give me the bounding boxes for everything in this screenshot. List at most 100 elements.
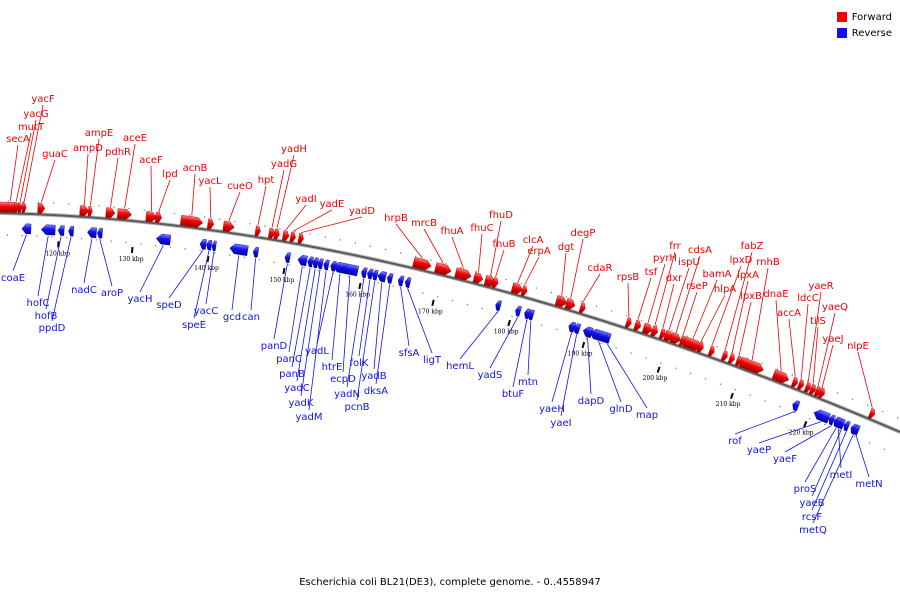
forward-gene-label: ampD [73,143,103,154]
track-dot [749,394,751,396]
forward-gene-leader [301,216,363,233]
reverse-gene-leader [811,431,847,511]
track-dot [437,296,439,298]
track-dot [656,325,658,327]
track-dot [445,263,447,265]
track-dot [125,241,127,244]
track-dot [80,238,83,240]
track-dot [595,305,598,307]
track-dot [36,235,38,237]
reverse-gene-arrow [229,243,249,256]
forward-gene-label: tsf [645,267,658,278]
track-dot [675,367,677,369]
reverse-gene-leader [250,258,256,311]
reverse-gene-leader [551,332,572,403]
legend: Forward Reverse [836,9,892,41]
scale-tick-mark [130,246,134,254]
forward-gene-arrow [867,407,875,419]
forward-gene-leader [857,351,873,408]
track-dot [95,239,98,241]
legend-reverse: Reverse [836,25,892,41]
forward-gene-arrow [87,205,93,217]
track-dot [882,410,884,413]
figure-caption: Escherichia coli BL21(DE3), complete gen… [299,577,601,588]
forward-gene-arrow [658,328,666,340]
reverse-gene-arrow [341,263,359,277]
track-dot [347,275,350,278]
reverse-gene-label: yadB [361,371,386,382]
reverse-gene-label: yacH [127,294,152,305]
forward-gene-label: rnhB [756,257,780,268]
track-dot [229,254,231,256]
reverse-gene-label: hemL [446,361,474,372]
reverse-gene-label: yaeI [550,418,571,429]
track-dot [600,342,602,345]
reverse-gene-arrow [404,277,412,288]
reverse-gene-arrow [206,239,213,251]
scale-tick-mark [431,299,435,307]
track-dot [273,261,275,263]
track-dot [556,328,558,331]
forward-gene-leader [19,119,37,202]
reverse-gene-arrow [387,273,394,284]
forward-gene-label: pyrH [653,253,677,264]
track-dot [794,411,796,414]
reverse-gene-leader [855,435,870,478]
reverse-gene-label: ligT [423,355,442,366]
scale-tick-mark [656,366,661,373]
forward-gene-label: fhuA [440,226,463,237]
forward-gene-arrow [650,325,658,337]
forward-gene-label: pdhR [105,147,131,158]
forward-gene-leader [490,220,502,276]
reverse-gene-leader [811,429,842,497]
reverse-gene-label: yaeH [539,404,565,415]
reverse-gene-leader [358,279,371,357]
forward-gene-arrow [669,332,681,344]
forward-gene-label: yadI [295,194,316,205]
track-dot [686,335,688,337]
reverse-gene-leader [296,268,316,382]
forward-gene-leader [191,173,196,216]
forward-gene-arrow [510,282,524,295]
forward-gene-leader [647,263,666,324]
forward-gene-leader [271,169,285,228]
track-dot [243,256,246,259]
track-dot [354,242,357,244]
reverse-gene-arrow [372,269,379,281]
forward-gene-label: rpsB [617,272,640,283]
forward-gene-label: yadH [281,144,307,155]
forward-gene-label: dgt [558,242,575,253]
reverse-gene-label: rcsF [802,512,823,523]
reverse-gene-arrow [515,305,522,317]
reverse-gene-label: yaeF [773,454,797,465]
forward-gene-arrow [180,215,203,228]
reverse-gene-label: yadS [478,370,503,381]
reverse-gene-label: dapD [578,396,605,407]
forward-gene-label: accA [777,308,801,319]
reverse-gene-arrow [524,308,531,320]
forward-gene-arrow [564,298,576,310]
reverse-gene-arrow [828,414,836,426]
forward-gene-leader [817,312,836,386]
reverse-gene-label: aroP [101,288,123,299]
reverse-gene-label: hofB [35,311,58,322]
track-dot [68,203,70,205]
reverse-gene-label: btuF [502,389,525,400]
forward-gene-leader [700,294,726,342]
forward-gene-label: lpxB [740,291,762,302]
track-dot [883,448,886,450]
reverse-gene-arrow [604,332,612,344]
forward-gene-arrow [738,356,764,374]
forward-gene-leader [675,255,701,333]
track-dot [203,216,206,218]
track-dot [110,240,112,242]
track-dot [671,330,673,332]
forward-gene-label: yadG [271,159,297,170]
forward-gene-leader [807,291,822,382]
scale-tick-label: 200 kbp [643,375,668,382]
track-dot [169,246,172,248]
reverse-gene-label: hofC [27,298,50,309]
forward-gene-leader [276,154,295,229]
